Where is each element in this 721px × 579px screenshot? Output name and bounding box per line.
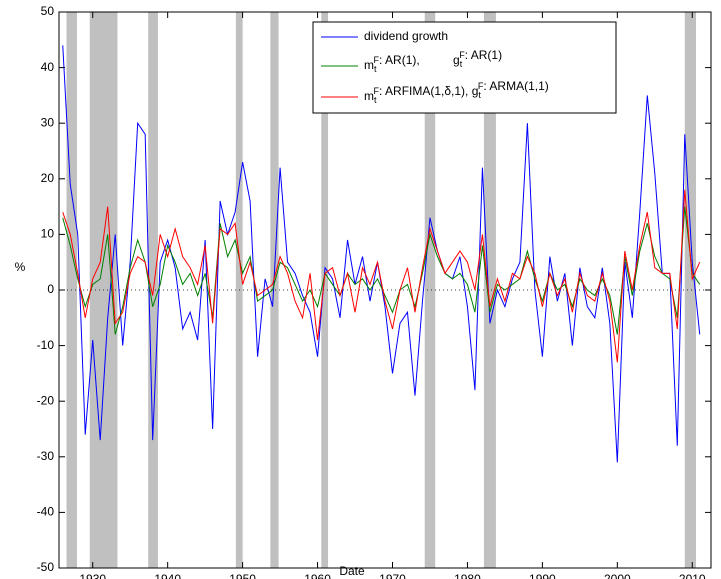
legend-label: mtF: AR(1), gtF: AR(1) bbox=[364, 48, 502, 74]
x-tick-label: 2010 bbox=[679, 572, 706, 579]
legend-label: dividend growth bbox=[364, 29, 448, 43]
x-tick-label: 1990 bbox=[529, 572, 556, 579]
x-tick-label: 1980 bbox=[454, 572, 481, 579]
y-tick-label: 10 bbox=[41, 227, 55, 241]
series-line bbox=[62, 206, 701, 335]
shaded-period bbox=[684, 12, 697, 568]
y-tick-label: 40 bbox=[41, 60, 55, 74]
series-line bbox=[62, 189, 701, 363]
shaded-period bbox=[483, 12, 496, 568]
y-tick-label: -10 bbox=[37, 338, 55, 352]
y-axis-label: % bbox=[15, 260, 26, 274]
y-tick-label: 30 bbox=[41, 115, 55, 129]
x-tick-label: 1970 bbox=[379, 572, 406, 579]
x-tick-label: 1930 bbox=[79, 572, 106, 579]
y-tick-label: 50 bbox=[41, 4, 55, 18]
x-axis-label: Date bbox=[339, 564, 365, 578]
legend-box bbox=[312, 21, 617, 114]
shaded-period bbox=[270, 12, 279, 568]
x-tick-label: 1960 bbox=[304, 572, 331, 579]
x-tick-label: 1940 bbox=[154, 572, 181, 579]
shaded-period bbox=[424, 12, 436, 568]
x-tick-label: 2000 bbox=[604, 572, 631, 579]
shaded-period bbox=[321, 12, 329, 568]
y-tick-label: -30 bbox=[37, 449, 55, 463]
y-tick-label: 0 bbox=[47, 282, 54, 296]
y-tick-label: -50 bbox=[37, 560, 55, 574]
y-tick-label: -40 bbox=[37, 505, 55, 519]
y-tick-label: 20 bbox=[41, 171, 55, 185]
series-line bbox=[62, 45, 701, 463]
x-tick-label: 1950 bbox=[229, 572, 256, 579]
legend-label: mtF: ARFIMA(1,δ,1), gtF: ARMA(1,1) bbox=[364, 79, 549, 105]
y-tick-label: -20 bbox=[37, 393, 55, 407]
